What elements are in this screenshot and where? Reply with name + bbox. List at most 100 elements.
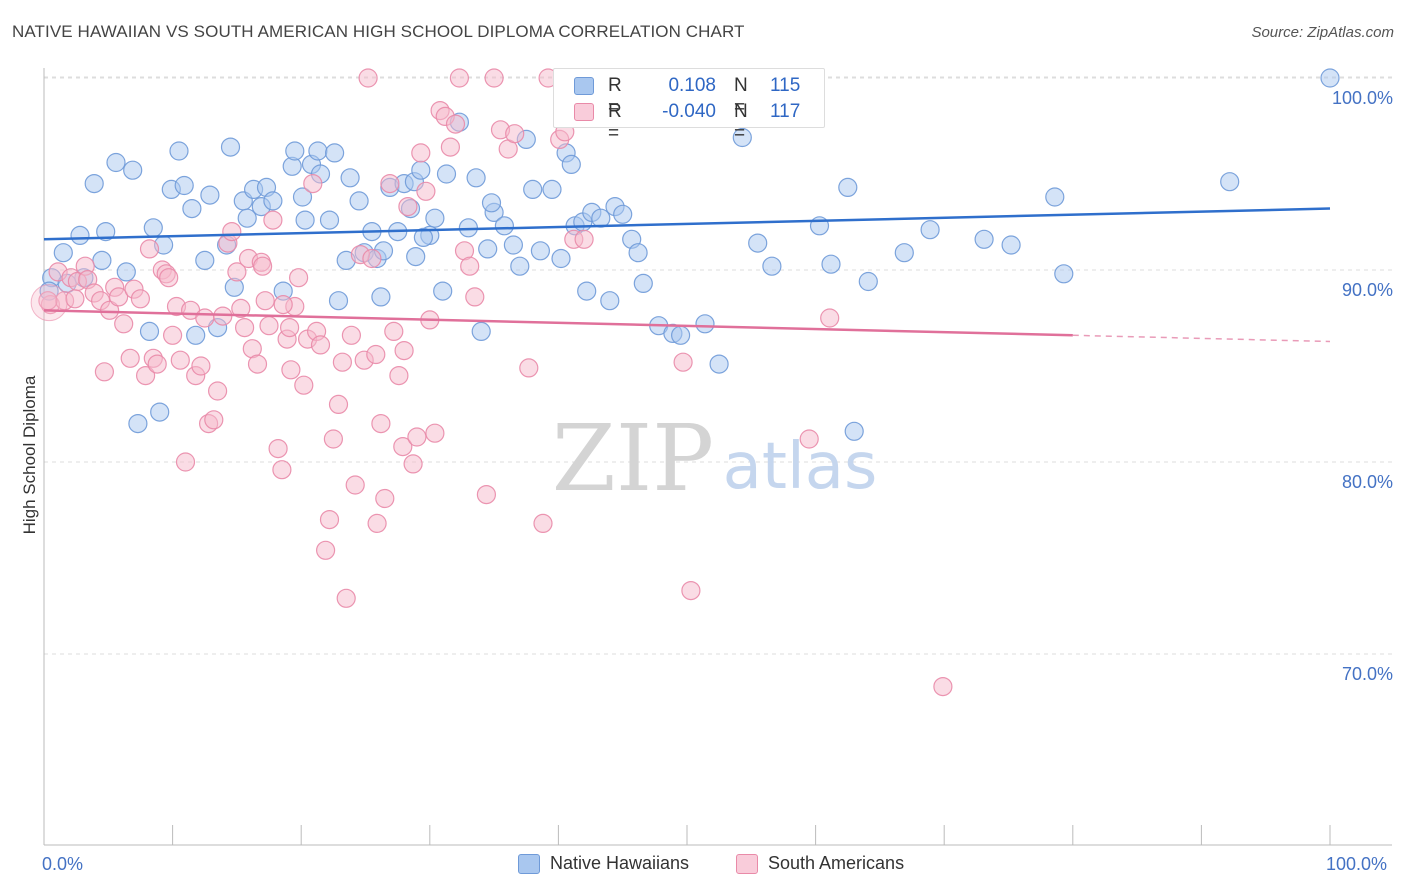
point-native-hawaiians xyxy=(150,402,170,422)
n-value: 115 xyxy=(770,75,801,96)
point-native-hawaiians xyxy=(84,174,104,194)
point-south-americans xyxy=(253,256,273,276)
point-native-hawaiians xyxy=(894,243,914,263)
point-native-hawaiians xyxy=(530,241,551,261)
point-south-americans xyxy=(175,452,196,472)
point-native-hawaiians xyxy=(1001,235,1021,255)
point-native-hawaiians xyxy=(670,325,691,345)
watermark-zip: ZIP xyxy=(552,405,714,512)
point-native-hawaiians xyxy=(128,414,148,434)
point-south-americans xyxy=(136,366,156,386)
point-native-hawaiians xyxy=(295,210,315,230)
source-note: Source: ZipAtlas.com xyxy=(1251,24,1394,41)
n-label: N = xyxy=(734,101,748,144)
point-native-hawaiians xyxy=(325,143,345,163)
point-native-hawaiians xyxy=(503,235,524,255)
r-value: 0.108 xyxy=(668,75,716,96)
point-south-americans xyxy=(263,210,283,230)
point-native-hawaiians xyxy=(371,287,391,307)
point-native-hawaiians xyxy=(195,250,215,270)
point-native-hawaiians xyxy=(762,256,782,276)
point-native-hawaiians xyxy=(70,225,90,245)
point-south-americans xyxy=(310,335,331,355)
point-native-hawaiians xyxy=(1220,172,1240,192)
y-tick-label: 100.0% xyxy=(1332,88,1393,108)
trend-lines xyxy=(43,207,1331,343)
point-south-americans xyxy=(341,325,361,345)
point-south-americans xyxy=(366,344,386,365)
point-native-hawaiians xyxy=(319,210,340,230)
r-label: R = xyxy=(608,101,622,144)
point-native-hawaiians xyxy=(116,262,136,282)
point-native-hawaiians xyxy=(96,222,116,242)
blue-swatch xyxy=(574,77,594,95)
point-south-americans xyxy=(345,475,365,495)
point-south-americans xyxy=(328,394,349,414)
point-native-hawaiians xyxy=(695,314,715,334)
point-south-americans xyxy=(384,321,404,341)
legend-label: Native Hawaiians xyxy=(550,853,690,873)
point-south-americans xyxy=(191,356,211,376)
point-native-hawaiians xyxy=(542,179,562,199)
point-native-hawaiians xyxy=(732,127,752,148)
point-south-americans xyxy=(213,306,233,326)
point-south-americans xyxy=(505,124,525,144)
point-south-americans xyxy=(130,289,150,309)
point-south-americans xyxy=(332,352,352,372)
point-native-hawaiians xyxy=(974,229,994,249)
point-native-hawaiians xyxy=(340,168,360,188)
point-native-hawaiians xyxy=(53,243,73,263)
point-native-hawaiians xyxy=(425,208,445,228)
point-south-americans xyxy=(389,366,409,386)
point-south-americans xyxy=(380,174,400,194)
point-south-americans xyxy=(280,318,300,338)
point-native-hawaiians xyxy=(123,160,143,180)
point-south-americans xyxy=(120,348,140,368)
pink-swatch xyxy=(736,854,758,874)
point-native-hawaiians xyxy=(551,248,571,269)
n-value: 117 xyxy=(770,101,801,122)
point-native-hawaiians xyxy=(709,354,729,374)
point-south-americans xyxy=(227,262,247,282)
point-south-americans xyxy=(94,362,115,382)
point-south-americans xyxy=(159,268,179,288)
point-native-hawaiians xyxy=(308,141,328,161)
y-tick-label: 70.0% xyxy=(1342,664,1393,684)
point-south-americans xyxy=(407,427,427,447)
point-south-americans xyxy=(398,197,418,217)
point-south-americans xyxy=(65,289,85,309)
point-south-americans xyxy=(519,358,539,378)
point-south-americans xyxy=(170,350,190,370)
point-south-americans xyxy=(933,676,953,697)
point-south-americans xyxy=(255,291,275,311)
point-south-americans xyxy=(460,256,480,276)
point-native-hawaiians xyxy=(106,152,126,173)
point-south-americans xyxy=(394,341,414,361)
point-south-americans xyxy=(367,513,387,534)
point-south-americans xyxy=(323,429,343,449)
point-south-americans xyxy=(289,268,309,288)
point-south-americans xyxy=(147,354,167,374)
point-south-americans xyxy=(222,222,242,242)
point-south-americans xyxy=(362,248,382,269)
point-south-americans xyxy=(465,287,485,307)
point-south-americans xyxy=(336,588,356,608)
point-native-hawaiians xyxy=(349,191,369,211)
point-cluster-south-americans xyxy=(30,284,68,322)
point-native-hawaiians xyxy=(577,281,597,301)
point-native-hawaiians xyxy=(328,291,349,311)
point-native-hawaiians xyxy=(406,247,426,267)
point-south-americans xyxy=(259,316,279,336)
point-native-hawaiians xyxy=(748,233,768,253)
point-native-hawaiians xyxy=(411,160,431,180)
point-south-americans xyxy=(484,68,504,88)
point-native-hawaiians xyxy=(920,220,940,240)
trend-line-extension-south-americans xyxy=(1072,334,1331,343)
point-native-hawaiians xyxy=(174,175,194,196)
point-native-hawaiians xyxy=(600,291,620,311)
point-south-americans xyxy=(247,354,268,374)
pink-swatch xyxy=(574,103,594,121)
point-native-hawaiians xyxy=(633,273,653,293)
point-native-hawaiians xyxy=(494,216,514,236)
